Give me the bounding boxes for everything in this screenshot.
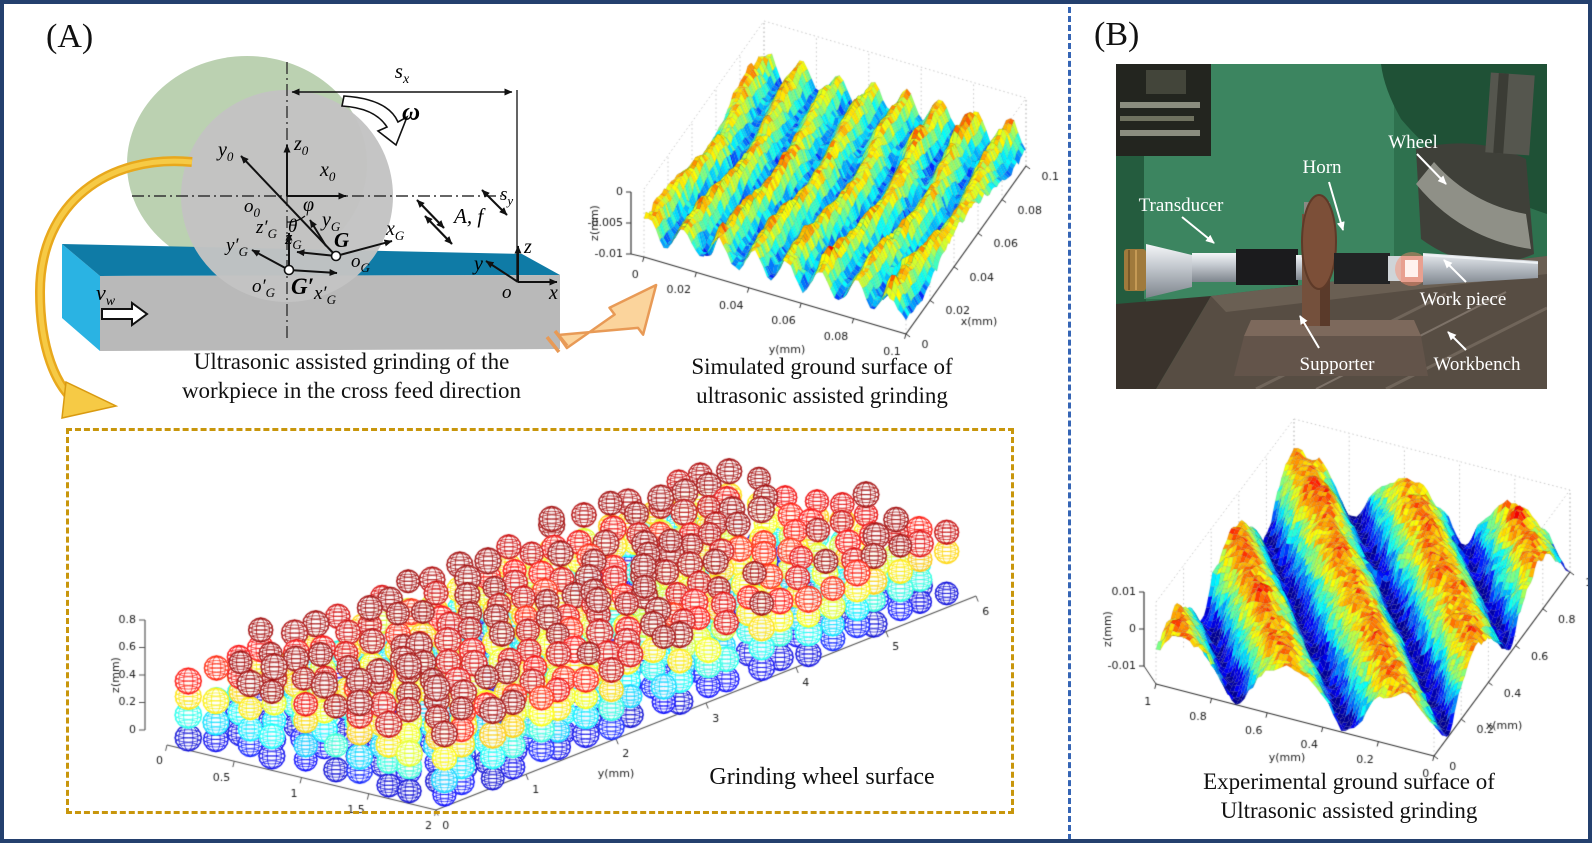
transducer-assembly bbox=[1124, 244, 1316, 298]
grinding-schematic: sx ω z0 x0 y0 o0 φ θ yG xG zG G bbox=[62, 56, 560, 351]
xg-axis bbox=[335, 239, 393, 257]
y-axis bbox=[485, 260, 519, 283]
yellow-curved-arrow-highlight bbox=[37, 158, 193, 404]
supporter-base bbox=[1234, 320, 1428, 376]
phi-arc bbox=[286, 215, 306, 223]
yg-prime-label: y′G bbox=[224, 235, 249, 259]
sy-label: sy bbox=[500, 184, 513, 208]
panel-b-label: (B) bbox=[1094, 16, 1140, 53]
supporter-label: Supporter bbox=[1300, 354, 1376, 375]
sx-label: sx bbox=[395, 59, 410, 87]
rotation-arrow bbox=[341, 95, 409, 147]
omega-label: ω bbox=[402, 99, 420, 126]
horn-label: Horn bbox=[1302, 157, 1342, 178]
xg-prime-axis bbox=[288, 269, 338, 277]
vibration-arrow-2 bbox=[424, 215, 453, 245]
zg-prime-label: z′G bbox=[255, 217, 278, 241]
grinding-wheel-photo bbox=[1416, 143, 1534, 264]
y0-axis bbox=[240, 155, 337, 257]
y-label: y bbox=[472, 253, 483, 275]
supporter-photo bbox=[1301, 194, 1337, 326]
photo-annotations: Transducer Horn Wheel Work piece Support… bbox=[1139, 132, 1521, 375]
grinding-wheel-dashed-box bbox=[66, 428, 1014, 814]
schematic-caption: Ultrasonic assisted grinding of the work… bbox=[181, 349, 522, 403]
grain-point-g-prime bbox=[283, 264, 295, 276]
panel-divider bbox=[1068, 7, 1071, 839]
yg-prime-axis bbox=[251, 249, 290, 271]
x-label: x bbox=[548, 282, 558, 304]
grain-point-g bbox=[330, 250, 342, 262]
feed-direction-arrow bbox=[101, 301, 149, 327]
xg-label: xG bbox=[385, 218, 405, 243]
transducer-label: Transducer bbox=[1139, 195, 1224, 216]
simulated-caption: Simulated ground surface of ultrasonic a… bbox=[691, 354, 953, 408]
wheel-caption: Grinding wheel surface bbox=[709, 764, 935, 790]
panel-a-label: (A) bbox=[46, 18, 94, 55]
workbench-label: Workbench bbox=[1433, 354, 1521, 375]
xg-prime-label: x′G bbox=[313, 283, 337, 307]
y0-label: y0 bbox=[216, 139, 234, 164]
og-label: oG bbox=[351, 251, 371, 275]
experimental-setup-photo: Transducer Horn Wheel Work piece Support… bbox=[1116, 64, 1547, 389]
machine-clutter bbox=[1116, 64, 1211, 156]
g-label: G bbox=[334, 228, 349, 252]
wheel-label: Wheel bbox=[1388, 132, 1438, 153]
workpiece-label: Work piece bbox=[1420, 289, 1507, 310]
yg-label: yG bbox=[320, 209, 341, 234]
zg-axis bbox=[296, 249, 337, 257]
af-label: A, f bbox=[452, 204, 486, 228]
horn-photo bbox=[1334, 252, 1429, 286]
sy-arrow bbox=[481, 189, 508, 216]
o0-label: o0 bbox=[244, 196, 261, 220]
z-label: z bbox=[523, 236, 532, 258]
experimental-caption: Experimental ground surface of Ultrasoni… bbox=[1203, 769, 1495, 823]
orange-striped-arrow bbox=[545, 283, 658, 354]
yellow-arrowhead bbox=[61, 380, 119, 419]
yg-axis bbox=[309, 219, 327, 247]
z0-label: z0 bbox=[293, 133, 309, 158]
wheel-bracket bbox=[1485, 72, 1535, 156]
theta-label: θ bbox=[288, 216, 297, 237]
x0-label: x0 bbox=[319, 159, 336, 184]
vw-label: vw bbox=[96, 280, 116, 309]
o-label: o bbox=[502, 282, 512, 303]
phi-label: φ bbox=[303, 194, 314, 216]
connector-arrows bbox=[34, 156, 658, 419]
g-prime-label: G′ bbox=[291, 274, 314, 299]
og-prime-label: o′G bbox=[252, 276, 276, 300]
